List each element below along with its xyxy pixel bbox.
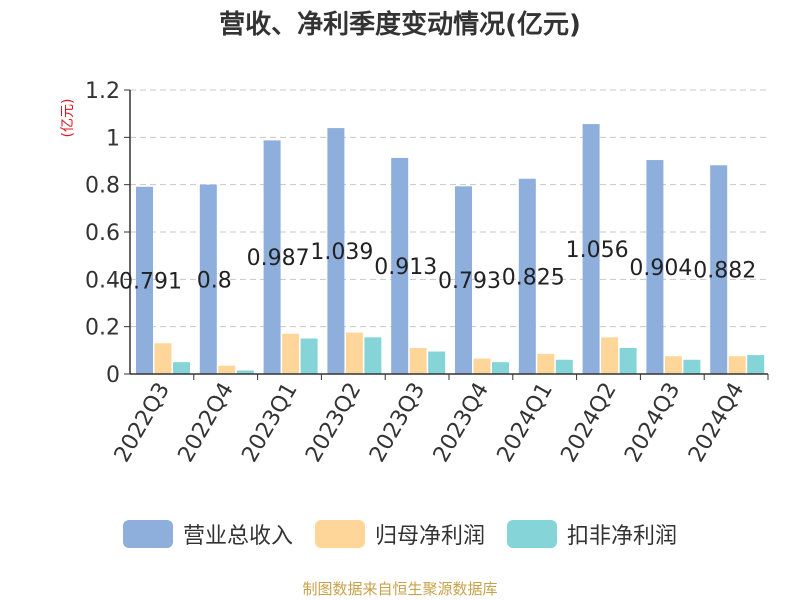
y-tick-label: 0	[106, 363, 120, 388]
bar-revenue	[646, 160, 664, 374]
x-tick-label: 2023Q4	[429, 379, 494, 467]
legend-item[interactable]: 扣非净利润	[507, 518, 677, 550]
bar-revenue	[136, 186, 153, 374]
legend-item[interactable]: 营业总收入	[122, 518, 293, 550]
data-label: 1.039	[310, 240, 373, 265]
bar-revenue	[518, 178, 536, 374]
x-tick-label: 2024Q3	[620, 379, 685, 467]
x-tick-label: 2024Q1	[493, 379, 558, 467]
data-label: 0.793	[438, 269, 501, 294]
y-tick-label: 1.2	[85, 79, 120, 104]
legend-swatch	[122, 520, 173, 548]
y-tick-label: 0.6	[85, 221, 120, 246]
bar-revenue	[710, 165, 728, 374]
source-note: 制图数据来自恒生聚源数据库	[302, 580, 498, 598]
legend: 营业总收入 归母净利润 扣非净利润	[0, 518, 800, 550]
bar-deducted-net-profit	[428, 351, 446, 374]
bar-deducted-net-profit	[747, 355, 765, 374]
bar-revenue	[199, 184, 217, 374]
y-tick-label: 0.2	[85, 316, 120, 341]
bar-net-profit	[601, 337, 619, 374]
bar-deducted-net-profit	[300, 338, 318, 374]
bar-revenue	[263, 140, 281, 374]
legend-item[interactable]: 归母净利润	[314, 518, 485, 550]
bar-net-profit	[409, 347, 427, 374]
legend-swatch	[314, 520, 365, 548]
legend-label: 营业总收入	[182, 524, 293, 549]
bar-revenue	[455, 186, 472, 374]
legend-label: 扣非净利润	[567, 524, 678, 549]
x-tick-label: 2023Q1	[237, 379, 302, 467]
bar-deducted-net-profit	[173, 362, 190, 374]
y-tick-label: 0.8	[85, 174, 120, 199]
data-label: 0.987	[247, 246, 310, 271]
bars	[136, 124, 765, 374]
data-label: 0.904	[629, 256, 692, 281]
data-label: 0.882	[693, 259, 756, 284]
bar-revenue	[391, 157, 409, 374]
bar-revenue	[327, 128, 345, 374]
bar-net-profit	[664, 356, 682, 374]
bar-net-profit	[154, 343, 172, 374]
bar-net-profit	[218, 365, 236, 374]
bar-deducted-net-profit	[619, 347, 637, 374]
bar-net-profit	[473, 358, 491, 374]
bar-deducted-net-profit	[364, 337, 382, 374]
x-tick-label: 2022Q3	[110, 379, 175, 467]
x-tick-label: 2023Q3	[365, 379, 430, 467]
data-label: 0.8	[197, 268, 232, 293]
y-tick-label: 1	[106, 126, 120, 151]
legend-label: 归母净利润	[374, 524, 485, 549]
bar-net-profit	[728, 356, 746, 374]
y-tick-label: 0.4	[85, 268, 120, 293]
x-tick-label: 2023Q2	[301, 379, 366, 467]
legend-swatch	[507, 520, 557, 548]
bar-net-profit	[282, 333, 300, 374]
y-axis-label: (亿元)	[60, 99, 76, 138]
bar-deducted-net-profit	[492, 362, 509, 374]
bar-deducted-net-profit	[683, 359, 701, 374]
data-label: 1.056	[566, 238, 629, 263]
x-tick-label: 2024Q4	[684, 379, 749, 467]
data-label: 0.825	[502, 265, 565, 290]
bar-revenue	[582, 124, 600, 374]
data-label: 0.913	[374, 255, 437, 280]
bar-net-profit	[345, 332, 363, 374]
chart-title: 营收、净利季度变动情况(亿元)	[219, 10, 581, 40]
x-tick-label: 2022Q4	[174, 379, 239, 467]
bar-net-profit	[537, 353, 555, 374]
data-label: 0.791	[119, 269, 182, 294]
bar-deducted-net-profit	[236, 370, 254, 374]
x-tick-label: 2024Q2	[556, 379, 621, 467]
bar-deducted-net-profit	[555, 359, 573, 374]
